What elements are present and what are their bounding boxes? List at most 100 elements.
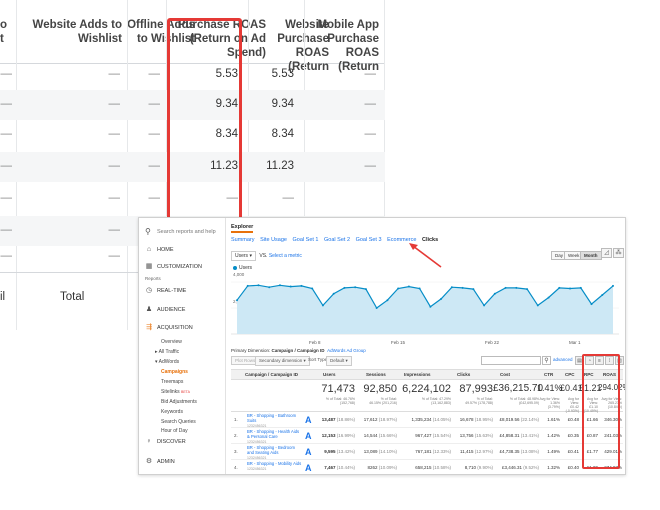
th-rpc[interactable]: RPC xyxy=(584,372,594,377)
chart-point[interactable] xyxy=(278,284,281,287)
nav-customization[interactable]: ▦ CUSTOMIZATION xyxy=(143,261,223,273)
table-row[interactable]: — — — — — xyxy=(0,192,295,204)
term-cloud-view-icon[interactable]: ⁞ xyxy=(605,356,614,365)
col-header-website-adds-to-wishlist[interactable]: Website Adds to Wishlist xyxy=(32,19,122,45)
nav-discover[interactable]: ♀ DISCOVER xyxy=(143,436,223,448)
metric-dropdown[interactable]: Users ▾ xyxy=(231,251,256,261)
th-impressions[interactable]: Impressions xyxy=(404,372,431,377)
col-header-mobile-app-purchase-roas[interactable]: Mobile App Purchase ROAS (Return xyxy=(317,19,379,73)
chart-point[interactable] xyxy=(321,304,324,307)
adwords-ad-group-link[interactable]: AdWords Ad Group xyxy=(327,348,366,353)
chart-point[interactable] xyxy=(257,284,260,287)
nav-admin[interactable]: ⚙ ADMIN xyxy=(143,456,223,468)
nav-bid-adjustments[interactable]: Bid Adjustments xyxy=(161,399,197,405)
nav-home[interactable]: ⌂ HOME xyxy=(143,244,223,256)
subtab-ecommerce[interactable]: Ecommerce xyxy=(387,237,417,243)
primary-dimension-value[interactable]: Campaign / Campaign ID xyxy=(271,348,325,353)
table-row[interactable]: — — — 5.53 5.53 — xyxy=(0,68,377,80)
table-row[interactable]: 1. BR - Shopping - Bathroom Suits 1232456… xyxy=(231,412,623,428)
nav-all-traffic[interactable]: ▸ All Traffic xyxy=(155,349,180,355)
chart-point[interactable] xyxy=(236,299,238,302)
search-icon[interactable]: ⚲ xyxy=(542,356,551,365)
secondary-dimension-dropdown[interactable]: Secondary dimension ▾ xyxy=(255,356,310,366)
nav-sitelinks[interactable]: Sitelinks BETA xyxy=(161,389,190,395)
campaign-link[interactable]: BR - Shopping - Mobility Aids 1232456321 xyxy=(247,461,302,471)
chart-point[interactable] xyxy=(547,296,550,299)
chart-point[interactable] xyxy=(418,287,421,290)
table-row[interactable]: — — — 11.23 11.23 — xyxy=(0,152,385,182)
campaign-link[interactable]: BR - Shopping - Bedroom and Seating Aids… xyxy=(247,445,295,460)
comparison-view-icon[interactable]: ≡ xyxy=(595,356,604,365)
subtab-summary[interactable]: Summary xyxy=(231,237,255,243)
period-month-button[interactable]: Month xyxy=(580,251,602,260)
th-users[interactable]: Users xyxy=(323,372,336,377)
chart-point[interactable] xyxy=(375,307,378,309)
th-cpc[interactable]: CPC xyxy=(565,372,575,377)
chart-point[interactable] xyxy=(397,287,400,290)
chart-point[interactable] xyxy=(354,286,357,289)
col-header-purchase-roas[interactable]: Purchase ROAS (Return on Ad Spend) xyxy=(177,19,266,59)
nav-campaigns[interactable]: Campaigns xyxy=(161,369,188,375)
th-clicks[interactable]: Clicks xyxy=(457,372,471,377)
pie-view-icon[interactable]: ◔ xyxy=(585,356,594,365)
chart-point[interactable] xyxy=(461,286,464,289)
nav-treemaps[interactable]: Treemaps xyxy=(161,379,184,385)
cut-column-header[interactable]: o t xyxy=(0,19,8,45)
col-header-offline-adds-to-wishlist[interactable]: Offline Adds to Wishlist xyxy=(127,19,195,45)
table-row[interactable]: 4. BR - Shopping - Mobility Aids 12324563… xyxy=(231,460,623,474)
table-row[interactable]: — — — 9.34 9.34 — xyxy=(0,90,385,120)
chart-point[interactable] xyxy=(472,288,475,291)
chart-point[interactable] xyxy=(440,297,443,300)
chart-point[interactable] xyxy=(300,284,303,287)
chart-point[interactable] xyxy=(558,286,561,289)
select-metric-link[interactable]: Select a metric xyxy=(268,253,302,259)
chart-point[interactable] xyxy=(246,284,249,287)
subtab-clicks[interactable]: Clicks xyxy=(421,237,439,243)
table-row[interactable]: 2. BR - Shopping - Health Aids & Persona… xyxy=(231,428,623,444)
table-row[interactable]: — — — 8.34 8.34 — xyxy=(0,128,377,140)
tab-explorer[interactable]: Explorer xyxy=(231,224,254,233)
chart-point[interactable] xyxy=(450,286,453,289)
subtab-goal-set-3[interactable]: Goal Set 3 xyxy=(355,237,382,243)
chart-point[interactable] xyxy=(601,294,604,296)
nav-search-queries[interactable]: Search Queries xyxy=(161,419,196,425)
chart-point[interactable] xyxy=(536,304,539,307)
subtab-goal-set-1[interactable]: Goal Set 1 xyxy=(292,237,319,243)
chart-point[interactable] xyxy=(504,286,507,289)
nav-realtime[interactable]: ◷ REAL-TIME xyxy=(143,285,223,297)
subtab-site-usage[interactable]: Site Usage xyxy=(260,237,287,243)
table-row[interactable]: — — xyxy=(0,250,121,262)
chart-point[interactable] xyxy=(569,287,572,290)
search-input[interactable]: ⚲ Search reports and help xyxy=(143,225,223,239)
nav-acquisition[interactable]: ⇶ ACQUISITION xyxy=(143,322,223,334)
th-roas[interactable]: ROAS xyxy=(603,372,617,377)
nav-overview[interactable]: Overview xyxy=(161,339,182,345)
subtab-goal-set-2[interactable]: Goal Set 2 xyxy=(324,237,351,243)
nav-keywords[interactable]: Keywords xyxy=(161,409,183,415)
nav-audience[interactable]: ♟ AUDIENCE xyxy=(143,304,223,316)
chart-point[interactable] xyxy=(343,286,346,289)
campaign-link[interactable]: BR - Shopping - Health Aids & Personal C… xyxy=(247,429,300,444)
chart-point[interactable] xyxy=(429,305,432,308)
campaign-link[interactable]: BR - Shopping - Bathroom Suits 1232456321 xyxy=(247,413,297,428)
table-row[interactable]: 3. BR - Shopping - Bedroom and Seating A… xyxy=(231,444,623,460)
line-chart-icon[interactable]: ◿ xyxy=(601,248,612,258)
th-sessions[interactable]: Sessions xyxy=(366,372,386,377)
sort-type-dropdown[interactable]: Default ▾ xyxy=(326,356,352,366)
chart-point[interactable] xyxy=(590,303,593,306)
chart-point[interactable] xyxy=(364,288,367,291)
chart-point[interactable] xyxy=(493,292,496,295)
chart-point[interactable] xyxy=(268,286,271,289)
chart-point[interactable] xyxy=(515,286,518,289)
nav-adwords[interactable]: ▾ AdWords xyxy=(155,359,180,365)
advanced-filter-link[interactable]: advanced xyxy=(553,357,573,362)
chart-point[interactable] xyxy=(386,299,389,302)
chart-point[interactable] xyxy=(526,288,529,291)
table-filter-input[interactable] xyxy=(481,356,541,365)
th-campaign[interactable]: Campaign / Campaign ID xyxy=(245,372,299,377)
chart-point[interactable] xyxy=(407,285,410,288)
chart-point[interactable] xyxy=(612,284,614,287)
chart-point[interactable] xyxy=(483,304,486,307)
chart-point[interactable] xyxy=(332,292,335,295)
chart-point[interactable] xyxy=(311,287,314,290)
